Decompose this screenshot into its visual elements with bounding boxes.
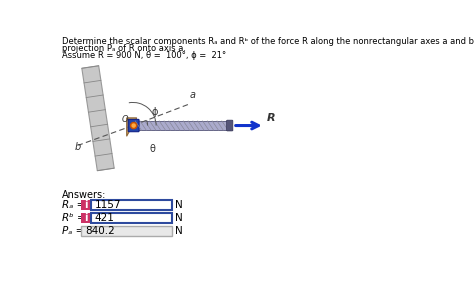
Polygon shape — [82, 66, 114, 171]
Text: Pₐ =: Pₐ = — [62, 226, 84, 236]
Text: Assume R = 900 N, θ =  100°, ϕ =  21°: Assume R = 900 N, θ = 100°, ϕ = 21° — [62, 51, 226, 60]
Circle shape — [130, 123, 137, 129]
Text: Rᵇ =: Rᵇ = — [62, 213, 85, 223]
Circle shape — [132, 124, 135, 127]
FancyBboxPatch shape — [227, 120, 233, 131]
Text: N: N — [175, 226, 182, 236]
FancyBboxPatch shape — [81, 226, 172, 236]
Text: 421: 421 — [95, 213, 115, 223]
Text: R: R — [267, 113, 275, 123]
FancyBboxPatch shape — [91, 213, 173, 223]
Text: b: b — [74, 142, 81, 152]
FancyBboxPatch shape — [91, 200, 173, 210]
Text: θ: θ — [150, 144, 156, 155]
Text: 1157: 1157 — [95, 200, 121, 210]
Text: a: a — [189, 90, 195, 100]
Text: N: N — [175, 200, 183, 210]
Text: N: N — [175, 213, 183, 223]
FancyBboxPatch shape — [128, 119, 139, 132]
Polygon shape — [127, 118, 137, 136]
FancyBboxPatch shape — [81, 213, 90, 223]
FancyBboxPatch shape — [81, 200, 90, 210]
Text: i: i — [84, 200, 87, 210]
Text: O: O — [121, 115, 128, 124]
Text: i: i — [84, 213, 87, 223]
Text: Answers:: Answers: — [62, 190, 106, 200]
Polygon shape — [138, 121, 230, 130]
Text: projection Pₐ of R onto axis a.: projection Pₐ of R onto axis a. — [62, 44, 186, 53]
Text: 840.2: 840.2 — [85, 226, 115, 236]
Text: Rₐ =: Rₐ = — [62, 200, 85, 210]
Text: ϕ: ϕ — [152, 107, 158, 117]
Text: Determine the scalar components Rₐ and Rᵇ of the force R along the nonrectangula: Determine the scalar components Rₐ and R… — [62, 37, 474, 46]
